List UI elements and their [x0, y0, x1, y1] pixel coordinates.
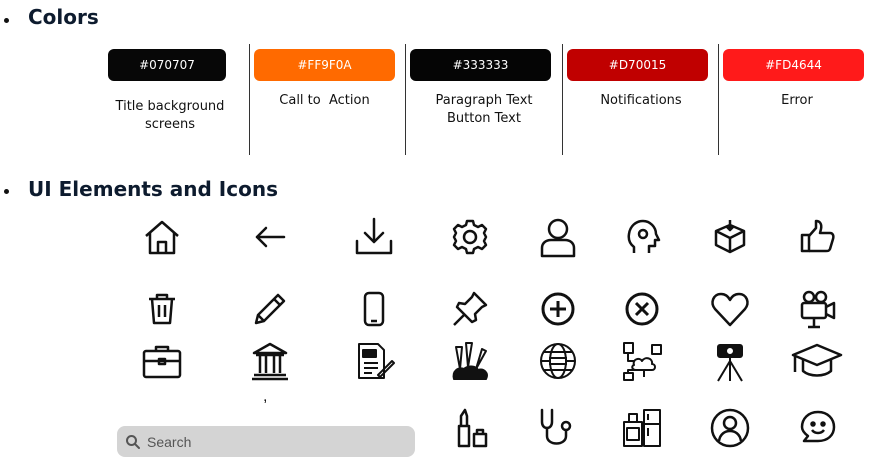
graduation-cap-icon	[790, 339, 844, 383]
stethoscope-icon	[536, 406, 580, 450]
swatch-notifications: #D70015	[567, 49, 708, 81]
gear-icon	[448, 215, 492, 259]
download-tray-icon	[352, 215, 396, 259]
swatch-hex: #070707	[139, 58, 195, 72]
swatch-hex: #D70015	[608, 58, 667, 72]
arrow-left-icon	[248, 215, 292, 259]
chat-smile-icon	[796, 406, 840, 450]
movie-camera-icon	[796, 287, 840, 331]
divider	[249, 44, 250, 155]
swatch-hex: #FF9F0A	[297, 58, 352, 72]
swatch-hex: #FD4644	[765, 58, 822, 72]
user-circle-icon	[708, 406, 752, 450]
tax-document-icon	[352, 339, 396, 383]
bullet	[4, 18, 9, 23]
swatch-paragraph: #333333	[410, 49, 551, 81]
camera-tripod-icon	[708, 339, 752, 383]
pin-icon	[448, 287, 492, 331]
swatch-label: Error	[723, 92, 871, 110]
swatch-label-line: Paragraph Text	[435, 93, 533, 108]
globe-icon	[536, 339, 580, 383]
cosmetics-icon	[452, 406, 496, 450]
user-icon	[536, 215, 580, 259]
swatch-label: Title background screens	[100, 98, 240, 134]
colors-heading: Colors	[28, 5, 99, 29]
search-placeholder: Search	[147, 433, 192, 450]
swatch-label: Notifications	[567, 92, 715, 110]
thumbs-up-icon	[796, 215, 840, 259]
swatch-label-line: Title background	[115, 99, 225, 114]
x-circle-icon	[620, 287, 664, 331]
art-supplies-icon	[448, 339, 492, 383]
heart-icon	[708, 287, 752, 331]
divider	[405, 44, 406, 155]
pencil-icon	[248, 287, 292, 331]
stray-mark: ,	[263, 388, 268, 405]
plus-circle-icon	[536, 287, 580, 331]
kitchen-appliances-icon	[620, 406, 664, 450]
swatch-label-line: Call to Action	[279, 93, 370, 108]
home-icon	[140, 215, 184, 259]
briefcase-icon	[140, 339, 184, 383]
swatch-hex: #333333	[452, 58, 509, 72]
swatch-label-line: screens	[145, 117, 195, 132]
swatch-label: Paragraph Text Button Text	[410, 92, 558, 128]
bullet	[4, 189, 9, 194]
search-icon	[126, 434, 140, 449]
box-download-icon	[708, 215, 752, 259]
bank-icon	[248, 339, 292, 383]
divider	[718, 44, 719, 155]
swatch-cta: #FF9F0A	[254, 49, 395, 81]
trash-icon	[140, 287, 184, 331]
swatch-label-line: Button Text	[447, 111, 521, 126]
ui-elements-heading: UI Elements and Icons	[28, 177, 278, 201]
head-gear-icon	[620, 215, 664, 259]
swatch-label-line: Error	[781, 93, 813, 108]
swatch-label: Call to Action	[254, 92, 395, 110]
divider	[562, 44, 563, 155]
swatch-label-line: Notifications	[600, 93, 682, 108]
network-cloud-icon	[620, 339, 664, 383]
swatch-error: #FD4644	[723, 49, 864, 81]
search-bar[interactable]: Search	[117, 426, 415, 457]
swatch-title-bg: #070707	[108, 49, 226, 81]
phone-icon	[352, 287, 396, 331]
